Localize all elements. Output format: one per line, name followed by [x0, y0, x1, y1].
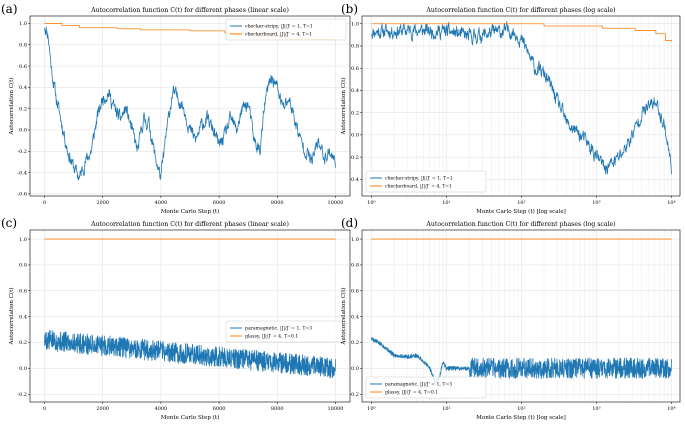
legend-box — [365, 170, 487, 193]
y-tick-label: 0.4 — [19, 314, 27, 320]
y-tick-label: 0.6 — [19, 288, 27, 294]
x-tick-label: 6000 — [213, 200, 226, 206]
y-tick-label: -0.2 — [349, 155, 359, 161]
x-tick-label: 10³ — [592, 406, 600, 412]
chart-panel-1: (a) Autocorrelation function C(t) for dif… — [1, 2, 351, 215]
y-tick-label: 0.0 — [351, 366, 359, 372]
y-tick-label: -0.2 — [17, 392, 27, 398]
y-tick-label: 0.8 — [351, 44, 359, 50]
legend: paramagnetic, |J|/J' = 1, T=3 glassy, |J|… — [365, 376, 487, 399]
x-tick-label: 8000 — [271, 200, 284, 206]
y-axis-label: Autocorrelation C(t) — [340, 77, 347, 135]
legend-box — [225, 320, 347, 343]
x-tick-label: 10⁴ — [667, 406, 675, 412]
chart-panel-4: (d) Autocorrelation function C(t) for dif… — [340, 216, 681, 421]
y-tick-label: -0.4 — [349, 177, 359, 183]
plot-frame — [29, 15, 351, 197]
y-tick-label: 1.0 — [351, 21, 359, 27]
legend-box — [365, 376, 487, 399]
panel-letter: (b) — [341, 2, 358, 16]
y-axis-label: Autocorrelation C(t) — [8, 287, 15, 345]
legend-label: checker-stripy, |J|/J' = 1, T=1 — [245, 24, 313, 30]
x-tick-label: 4000 — [155, 406, 168, 412]
y-tick-label: 1.0 — [19, 21, 27, 27]
legend: paramagnetic, |J|/J' = 1, T=3 glassy, |J|… — [225, 320, 347, 343]
y-tick-label: 0.6 — [19, 64, 27, 70]
y-tick-label: 0.4 — [19, 85, 27, 91]
y-tick-label: 0.6 — [351, 66, 359, 72]
x-axis-label: Monte Carlo Step (t) — [161, 414, 220, 421]
panel-letter: (c) — [1, 216, 17, 230]
y-tick-label: 0.2 — [351, 110, 359, 116]
plot-frame — [361, 15, 681, 197]
y-axis-label: Autocorrelation C(t) — [8, 77, 15, 135]
x-tick-label: 2000 — [96, 200, 109, 206]
y-tick-label: -0.2 — [349, 392, 359, 398]
legend-label: paramagnetic, |J|/J' = 1, T=3 — [245, 326, 312, 332]
y-tick-label: 0.0 — [19, 366, 27, 372]
series-line-1 — [370, 337, 672, 384]
x-tick-label: 10⁰ — [367, 406, 375, 412]
plot-frame — [361, 229, 681, 403]
legend: checker-stripy, |J|/J' = 1, T=1 checkerbo… — [225, 18, 347, 41]
x-tick-label: 10² — [517, 406, 525, 412]
x-tick-label: 10¹ — [442, 200, 450, 206]
y-tick-label: -0.4 — [17, 170, 27, 176]
y-tick-label: 0.2 — [19, 340, 27, 346]
chart-title: Autocorrelation function C(t) for differ… — [90, 7, 289, 14]
y-tick-label: -0.2 — [17, 149, 27, 155]
x-tick-label: 10² — [517, 200, 525, 206]
chart-panel-2: (b) Autocorrelation function C(t) for dif… — [340, 2, 681, 215]
legend-label: checkerboard, |J|/J' = 4, T=1 — [385, 184, 452, 190]
y-tick-label: -0.6 — [17, 192, 27, 198]
series-line-1 — [44, 26, 336, 181]
series-line-2 — [371, 23, 672, 42]
legend-label: glassy, |J|/J' = 4, T=0.1 — [385, 390, 438, 396]
y-axis-label: Autocorrelation C(t) — [340, 287, 347, 345]
x-tick-label: 0 — [43, 200, 46, 206]
x-tick-label: 10000 — [328, 406, 344, 412]
x-tick-label: 10¹ — [442, 406, 450, 412]
y-tick-label: 1.0 — [19, 237, 27, 243]
chart-title: Autocorrelation function C(t) for differ… — [90, 221, 289, 228]
x-tick-label: 6000 — [213, 406, 226, 412]
series-line-1 — [44, 330, 336, 379]
x-axis-label: Monte Carlo Step (t) [log scale] — [476, 208, 566, 215]
panel-letter: (d) — [341, 216, 358, 230]
legend-label: checkerboard, |J|/J' = 4, T=1 — [245, 32, 312, 38]
legend-label: checker-stripy, |J|/J' = 1, T=1 — [385, 176, 453, 182]
chart-title: Autocorrelation function C(t) for differ… — [425, 221, 615, 228]
legend-label: glassy, |J|/J' = 4, T=0.1 — [245, 334, 298, 340]
y-tick-label: 0.6 — [351, 288, 359, 294]
y-tick-label: 0.2 — [351, 340, 359, 346]
x-axis-label: Monte Carlo Step (t) — [161, 208, 220, 215]
y-tick-label: 0.4 — [351, 314, 359, 320]
chart-title: Autocorrelation function C(t) for differ… — [425, 7, 615, 14]
y-tick-label: 0.8 — [351, 263, 359, 269]
y-tick-label: 0.8 — [19, 263, 27, 269]
x-tick-label: 10⁰ — [367, 200, 375, 206]
y-tick-label: 0.0 — [351, 133, 359, 139]
chart-panel-3: (c) Autocorrelation function C(t) for dif… — [1, 216, 351, 421]
x-tick-label: 4000 — [155, 200, 168, 206]
y-tick-label: 0.4 — [351, 88, 359, 94]
y-tick-label: 0.8 — [19, 42, 27, 48]
x-tick-label: 2000 — [96, 406, 109, 412]
series-line-1 — [370, 21, 672, 175]
x-tick-label: 10000 — [328, 200, 344, 206]
legend-box — [225, 18, 347, 41]
x-tick-label: 8000 — [271, 406, 284, 412]
y-tick-label: 0.2 — [19, 106, 27, 112]
legend-label: paramagnetic, |J|/J' = 1, T=3 — [385, 382, 452, 388]
x-tick-label: 0 — [43, 406, 46, 412]
y-tick-label: 0.0 — [19, 128, 27, 134]
legend: checker-stripy, |J|/J' = 1, T=1 checkerbo… — [365, 170, 487, 193]
x-tick-label: 10⁴ — [667, 200, 675, 206]
panel-letter: (a) — [1, 2, 18, 16]
x-axis-label: Monte Carlo Step (t) [log scale] — [476, 414, 566, 421]
y-tick-label: 1.0 — [351, 237, 359, 243]
x-tick-label: 10³ — [592, 200, 600, 206]
plot-frame — [29, 229, 351, 403]
